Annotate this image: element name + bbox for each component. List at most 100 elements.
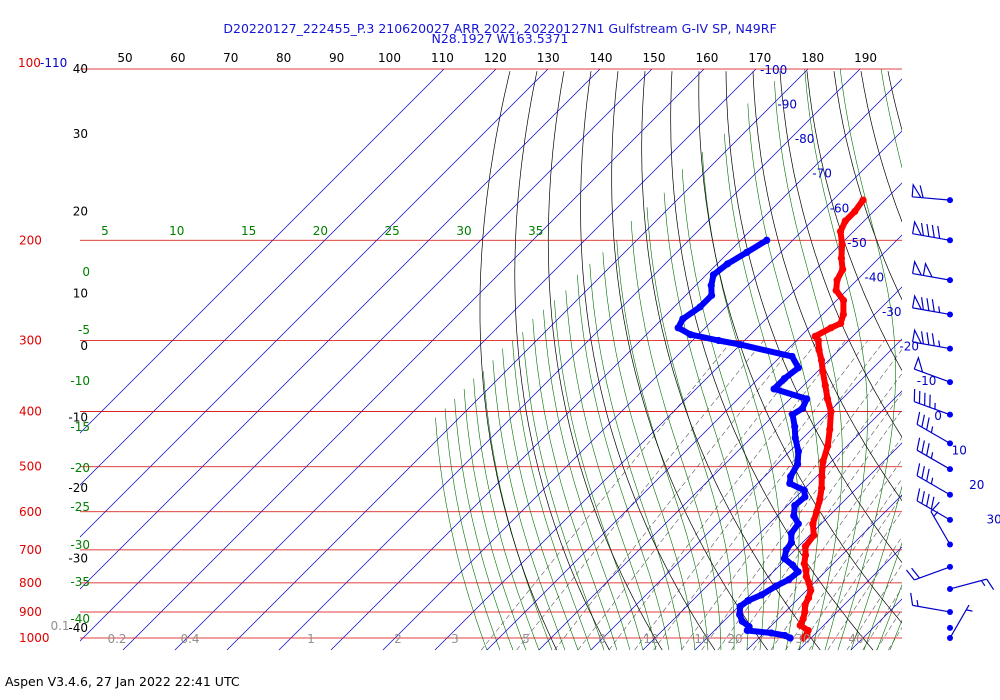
dry-adiabat <box>806 71 902 372</box>
wind-barb-flag <box>921 440 925 454</box>
wind-barb-half-flag <box>980 580 986 587</box>
isotherm <box>590 338 902 651</box>
temperature-profile-point <box>801 608 809 616</box>
wind-barb-half-flag <box>938 306 941 313</box>
pressure-label: 500 <box>19 460 42 474</box>
moist-adiabat <box>774 81 843 651</box>
mixing-ratio-line <box>577 340 819 651</box>
theta-label: 170 <box>748 51 771 65</box>
moist-adiabat <box>630 220 722 651</box>
temperature-profile-point <box>801 551 810 559</box>
mixing-ratio-line <box>827 536 902 651</box>
mixing-ratio-line <box>516 340 764 651</box>
dewpoint-profile-point <box>786 479 794 488</box>
mixing-ratio-label: 0.2 <box>107 632 126 646</box>
moist-adiabat-left-label: -5 <box>78 323 90 337</box>
dewpoint-profile-point <box>736 602 744 611</box>
dewpoint-profile-point <box>736 611 744 619</box>
temperature-profile-point <box>809 520 817 528</box>
wind-barb-flag <box>921 465 925 479</box>
moist-adiabat-left-label: 0 <box>82 265 90 279</box>
moist-adiabat <box>804 69 868 651</box>
temperature-profile-point <box>802 573 810 581</box>
temperature-profile-point <box>827 324 835 332</box>
temperature-profile-point <box>851 207 859 216</box>
height-label: -20 <box>68 481 88 495</box>
mixing-ratio-line <box>785 478 902 651</box>
moist-adiabat-label: 5 <box>101 224 109 238</box>
dewpoint-profile-point <box>745 623 753 631</box>
moist-adiabat-label: 10 <box>169 224 184 238</box>
theta-label: 90 <box>329 51 344 65</box>
isotherm-label: 30 <box>986 513 1000 527</box>
moist-adiabat-left-label: -35 <box>70 575 90 589</box>
moist-adiabat-label: 35 <box>528 224 543 238</box>
isotherm-label: -100 <box>760 63 787 77</box>
wind-barb-flag <box>920 331 925 344</box>
isotherm <box>746 494 902 651</box>
wind-barb-staff <box>914 368 951 383</box>
isotherm-label: -10 <box>917 374 937 388</box>
wind-barb-flag <box>916 437 921 451</box>
theta-label: 100 <box>378 51 401 65</box>
mixing-ratio-line <box>797 495 902 651</box>
theta-label: 160 <box>695 51 718 65</box>
wind-barb-flag <box>926 443 930 456</box>
dewpoint-profile-point <box>785 576 793 584</box>
temperature-profile-point <box>818 484 826 492</box>
temperature-profile-point <box>815 346 823 354</box>
dewpoint-profile-point <box>723 260 732 268</box>
moist-adiabat-label: 20 <box>313 224 328 238</box>
dewpoint-profile-point <box>788 352 796 361</box>
theta-label: 60 <box>170 51 185 65</box>
temperature-profile-point <box>801 542 810 550</box>
moist-adiabat <box>554 300 644 651</box>
wind-barb-staff <box>916 423 951 444</box>
wind-barb-half-flag <box>966 609 973 612</box>
dewpoint-profile-point <box>793 460 802 468</box>
temperature-profile-point <box>802 566 810 574</box>
wind-barb-flag <box>930 496 935 510</box>
dry-adiabat <box>996 71 1000 650</box>
wind-barb-flag <box>916 463 921 476</box>
chart-title: D20220127_222455_P.3 210620027 ARR 2022,… <box>223 21 776 36</box>
wind-barb-staff <box>912 196 951 201</box>
wind-barb-flag <box>910 592 914 606</box>
temperature-profile-point <box>796 621 804 629</box>
temperature-profile-point <box>836 227 845 236</box>
dewpoint-profile-point <box>781 631 789 640</box>
dewpoint-profile-point <box>782 546 790 554</box>
isotherm <box>798 546 902 651</box>
wind-barb-staff <box>916 475 951 496</box>
isotherm-label: 20 <box>969 478 984 492</box>
dewpoint-profile-point <box>794 447 803 456</box>
dewpoint-profile-point <box>743 248 751 256</box>
wind-barb <box>913 355 953 386</box>
wind-barb-flag <box>926 298 930 311</box>
mixing-ratio-label: 8 <box>598 632 606 646</box>
dewpoint-profile-point <box>738 617 746 625</box>
isotherm <box>80 69 497 486</box>
height-label: 30 <box>73 127 88 141</box>
wind-barb-flag <box>916 411 921 425</box>
wind-barb <box>911 294 953 318</box>
wind-barb-staff <box>949 578 987 590</box>
pressure-label: 200 <box>19 233 42 247</box>
mixing-ratio-line <box>753 436 902 651</box>
wind-barb-half-flag <box>916 599 919 607</box>
wind-barb-flag <box>930 501 940 512</box>
isotherm-label: -50 <box>847 236 867 250</box>
dewpoint-profile-point <box>686 331 695 339</box>
theta-label: 130 <box>537 51 560 65</box>
moist-adiabat <box>863 542 902 651</box>
pressure-label: 700 <box>19 543 42 557</box>
wind-barb-staff <box>949 604 970 639</box>
temperature-profile-point <box>818 472 826 481</box>
dewpoint-profile-point <box>786 472 795 481</box>
moist-adiabat-label: 15 <box>241 224 256 238</box>
version-footer: Aspen V3.4.6, 27 Jan 2022 22:41 UTC <box>5 674 240 689</box>
temperature-profile-point <box>839 310 847 319</box>
mixing-ratio-label: 2 <box>394 632 402 646</box>
mixing-ratio-line <box>681 349 902 651</box>
